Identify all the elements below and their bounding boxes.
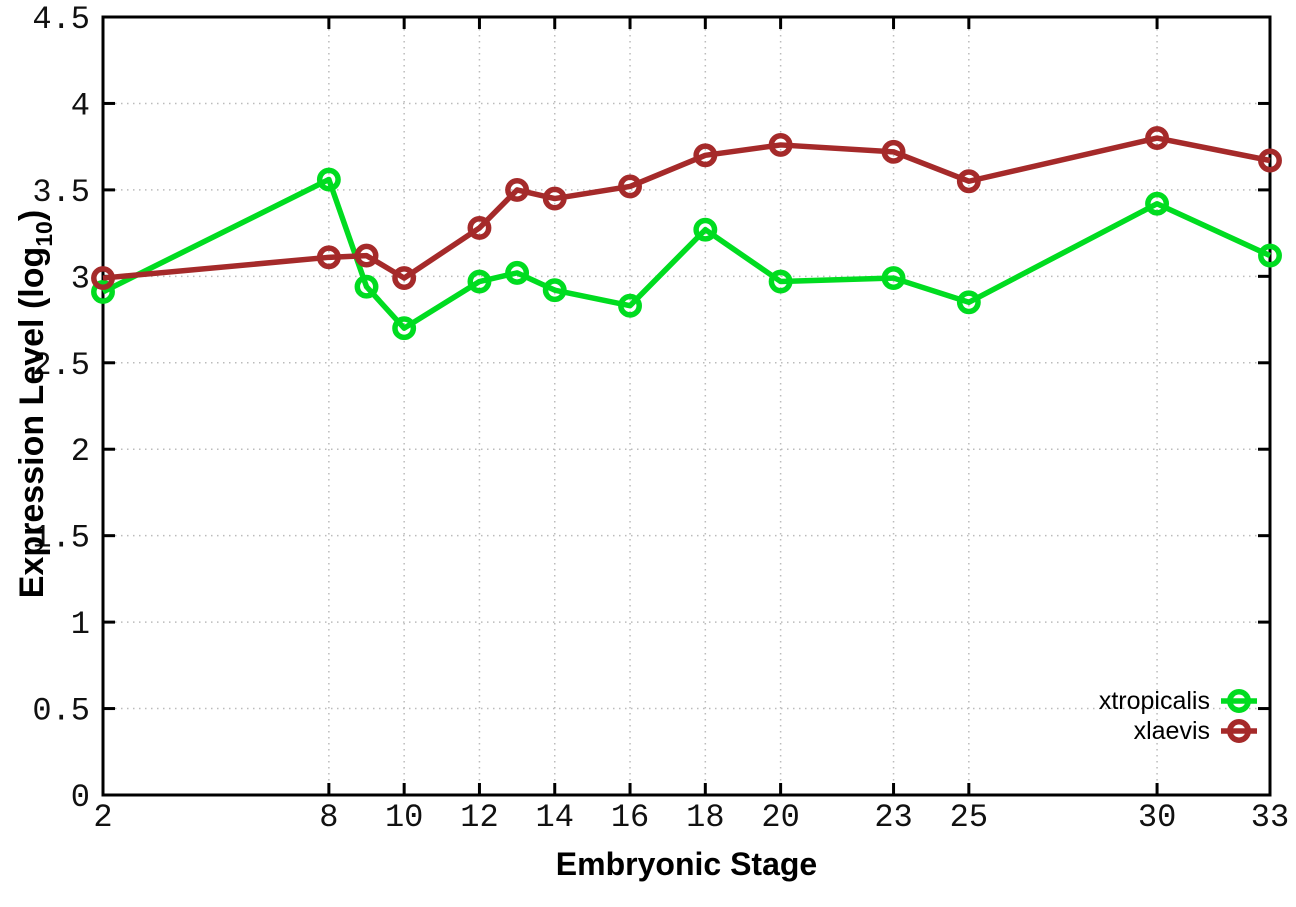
series-marker-xtropicalis — [505, 260, 530, 285]
y-tick-label: 1 — [71, 606, 90, 643]
x-tick-label: 20 — [761, 799, 799, 836]
series-marker-xlaevis — [316, 245, 341, 270]
y-tick-label: 0 — [71, 779, 90, 816]
y-axis-title: Expression Level (log10) — [11, 154, 57, 654]
x-tick-label: 23 — [874, 799, 912, 836]
x-tick-label: 2 — [93, 799, 112, 836]
series-marker-xtropicalis — [618, 293, 642, 318]
x-tick-label: 12 — [460, 799, 498, 836]
series-marker-xtropicalis — [542, 278, 567, 303]
y-tick-label: 3 — [71, 260, 90, 297]
series-marker-xtropicalis — [768, 269, 793, 294]
series-line-xtropicalis — [101, 176, 1272, 331]
legend-marker-xlaevis — [1227, 719, 1251, 743]
y-axis-title-text: Expression Level (log — [13, 246, 51, 599]
series-marker-xtropicalis — [693, 217, 718, 242]
legend-marker-xtropicalis — [1227, 689, 1251, 713]
series-marker-xtropicalis — [316, 167, 341, 192]
x-tick-label: 25 — [950, 799, 988, 836]
x-tick-label: 14 — [536, 799, 574, 836]
series-marker-xlaevis — [1258, 148, 1282, 173]
series-line-xlaevis — [102, 135, 1271, 281]
y-tick-label: 4.5 — [32, 1, 90, 38]
series-marker-xlaevis — [505, 177, 530, 202]
y-tick-label: 4 — [71, 87, 90, 124]
x-tick-label: 30 — [1138, 799, 1176, 836]
series-marker-xlaevis — [881, 139, 906, 164]
y-tick-label: 1.5 — [32, 520, 90, 557]
series-marker-xtropicalis — [91, 279, 115, 304]
legend-label-xlaevis: xlaevis — [1134, 717, 1210, 745]
series-marker-xlaevis — [354, 243, 379, 268]
series-marker-xlaevis — [392, 266, 417, 291]
y-axis-title-subscript: 10 — [31, 221, 57, 247]
series-marker-xlaevis — [542, 186, 567, 211]
y-axis-title-suffix: ) — [13, 209, 51, 222]
series-marker-xlaevis — [91, 266, 115, 291]
y-tick-label: 2.5 — [32, 347, 90, 384]
legend-label-xtropicalis: xtropicalis — [1099, 687, 1210, 715]
x-tick-label: 8 — [319, 799, 338, 836]
series-marker-xtropicalis — [956, 290, 981, 315]
x-axis-title: Embryonic Stage — [555, 846, 818, 882]
y-tick-label: 0.5 — [32, 693, 90, 730]
series-marker-xlaevis — [956, 169, 981, 194]
series-marker-xtropicalis — [1258, 243, 1282, 268]
series-marker-xtropicalis — [392, 316, 417, 341]
y-tick-label: 2 — [71, 433, 90, 470]
x-tick-label: 10 — [385, 799, 423, 836]
plot-border — [101, 15, 1272, 797]
series-marker-xlaevis — [1145, 126, 1170, 150]
x-tick-label: 33 — [1251, 799, 1289, 836]
series-marker-xlaevis — [693, 143, 718, 168]
x-tick-label: 16 — [611, 799, 649, 836]
series-marker-xtropicalis — [1145, 191, 1170, 216]
series-marker-xtropicalis — [881, 266, 906, 291]
series-marker-xlaevis — [467, 215, 492, 240]
series-marker-xlaevis — [768, 132, 793, 157]
series-marker-xlaevis — [618, 174, 642, 199]
series-marker-xtropicalis — [354, 274, 379, 299]
x-tick-label: 18 — [686, 799, 724, 836]
series-marker-xtropicalis — [467, 269, 492, 294]
y-tick-label: 3.5 — [32, 174, 90, 211]
